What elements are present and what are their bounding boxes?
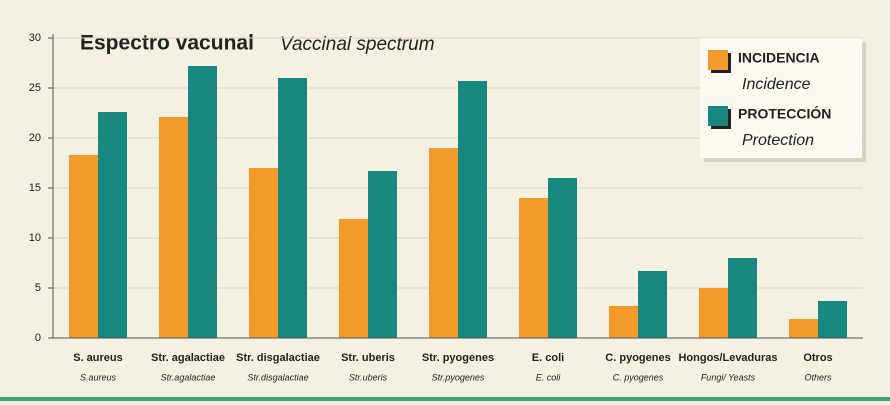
x-tick-label: E. coli <box>532 352 564 364</box>
y-tick-label: 10 <box>29 232 41 244</box>
bar <box>789 319 818 338</box>
bar <box>278 78 307 338</box>
legend-sublabel: Incidence <box>742 76 811 93</box>
bar <box>159 117 188 338</box>
chart-title: Espectro vacunal <box>80 32 254 55</box>
x-tick-label: Str. agalactiae <box>151 352 225 364</box>
bar <box>699 288 728 338</box>
x-tick-sublabel: Fungi/ Yeasts <box>701 372 756 382</box>
x-tick-sublabel: Str.uberis <box>349 372 388 382</box>
y-tick-label: 5 <box>35 282 41 294</box>
y-tick-label: 20 <box>29 132 41 144</box>
x-tick-sublabel: E. coli <box>536 372 562 382</box>
x-tick-sublabel: S.aureus <box>80 372 117 382</box>
x-tick-label: Otros <box>803 352 832 364</box>
x-tick-label: Str. pyogenes <box>422 352 494 364</box>
bar <box>638 271 667 338</box>
chart-subtitle: Vaccinal spectrum <box>280 34 435 55</box>
legend-label: INCIDENCIA <box>738 50 820 66</box>
bar <box>368 171 397 338</box>
bottom-border <box>0 397 890 401</box>
legend-label: PROTECCIÓN <box>738 105 831 122</box>
bar <box>728 258 757 338</box>
legend-sublabel: Protection <box>742 132 814 149</box>
x-tick-label: C. pyogenes <box>605 352 670 364</box>
x-tick-sublabel: Str.agalactiae <box>161 372 216 382</box>
y-tick-label: 30 <box>29 32 41 44</box>
bar <box>339 219 368 338</box>
x-tick-sublabel: C. pyogenes <box>613 372 664 382</box>
x-tick-sublabel: Str.disgalactiae <box>247 372 308 382</box>
bar <box>249 168 278 338</box>
bar <box>548 178 577 338</box>
bar <box>69 155 98 338</box>
y-tick-label: 0 <box>35 332 41 344</box>
bar <box>519 198 548 338</box>
bar <box>98 112 127 338</box>
x-tick-label: Hongos/Levaduras <box>678 352 777 364</box>
bar <box>458 81 487 338</box>
y-tick-label: 15 <box>29 182 41 194</box>
y-tick-label: 25 <box>29 82 41 94</box>
bar <box>818 301 847 338</box>
x-tick-label: S. aureus <box>73 352 123 364</box>
bar <box>609 306 638 338</box>
x-tick-label: Str. uberis <box>341 352 395 364</box>
x-tick-sublabel: Str.pyogenes <box>432 372 485 382</box>
x-tick-sublabel: Others <box>804 372 832 382</box>
bar <box>429 148 458 338</box>
x-tick-label: Str. disgalactiae <box>236 352 320 364</box>
legend-swatch <box>708 50 728 70</box>
legend: INCIDENCIA Incidence PROTECCIÓN Protection <box>700 38 866 162</box>
legend-swatch <box>708 106 728 126</box>
bar <box>188 66 217 338</box>
